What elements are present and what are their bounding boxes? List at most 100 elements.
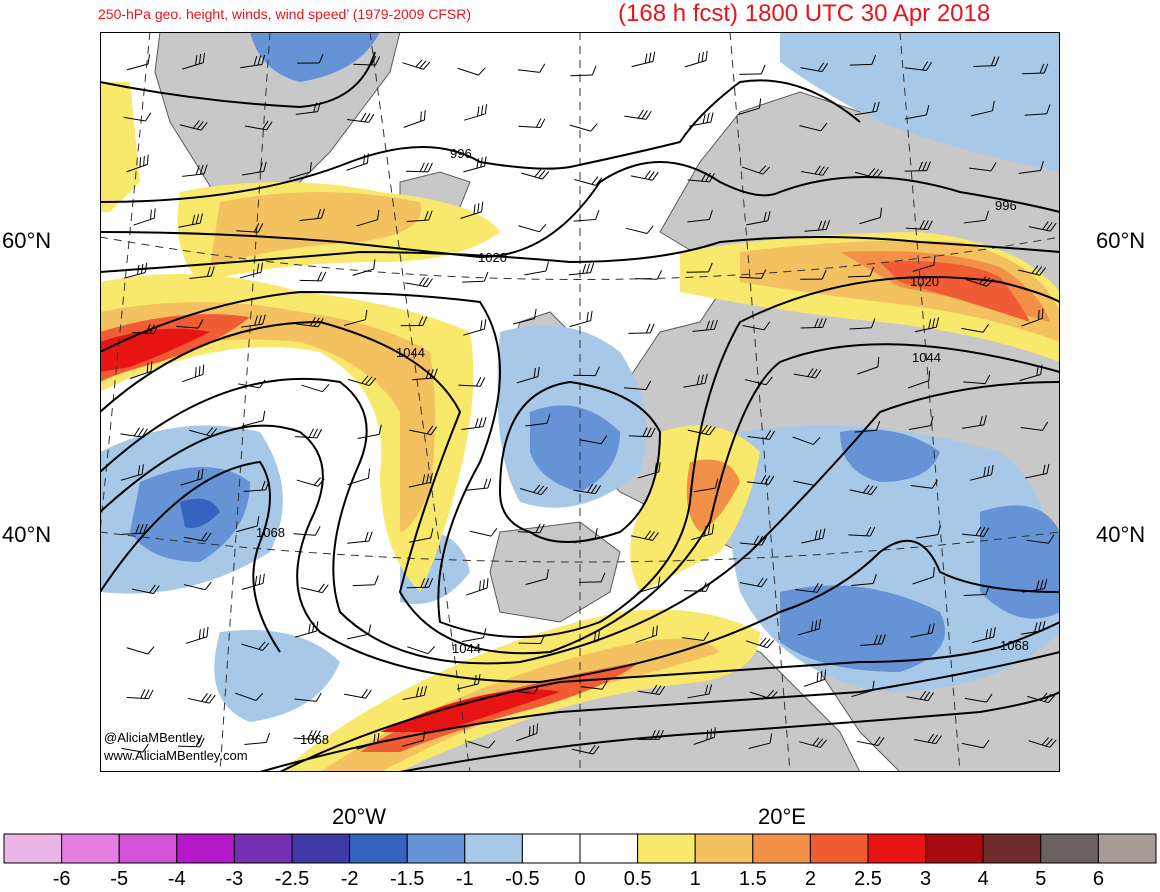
wind-barb (346, 153, 369, 171)
wind-barb (288, 162, 312, 179)
wind-barb (905, 220, 933, 230)
wind-barb (409, 528, 434, 543)
wind-barb (686, 262, 713, 273)
wind-barb (518, 118, 546, 129)
wind-barb (691, 523, 715, 541)
wind-barb (296, 317, 324, 328)
wind-barb (460, 201, 484, 219)
wind-barb (851, 680, 875, 698)
wind-barb (183, 581, 212, 591)
colorbar-swatch (637, 833, 696, 864)
wind-barb (1021, 308, 1044, 327)
wind-barb (515, 723, 539, 742)
wind-barb (512, 685, 540, 695)
colorbar-swatch (61, 833, 120, 864)
wind-barb (962, 415, 987, 429)
wind-barb (637, 462, 661, 479)
colorbar-tick-label: 1.5 (738, 868, 767, 890)
wind-barb (856, 356, 880, 375)
wind-barb (738, 98, 762, 116)
contour-label-1020-a: 1020 (478, 250, 507, 265)
wind-barb (408, 472, 433, 488)
wind-barb (1018, 265, 1047, 276)
wind-barb (299, 271, 327, 282)
wind-barb (516, 366, 540, 384)
colorbar-swatch (1097, 833, 1157, 864)
wind-barbs (120, 50, 1057, 755)
wind-barb (180, 468, 204, 486)
wind-barb (402, 59, 431, 70)
wind-barb (739, 577, 768, 588)
wind-barb (906, 690, 934, 702)
colorbar-swatch (176, 833, 235, 864)
wind-barb (301, 383, 330, 393)
wind-barb (463, 319, 487, 336)
contour-label-1044-a: 1044 (396, 345, 425, 360)
wind-barb (463, 156, 487, 173)
wind-barb (739, 64, 766, 75)
wind-barb (131, 584, 160, 595)
wind-barb (518, 223, 547, 233)
wind-barb (466, 578, 489, 596)
wind-barb (1020, 421, 1049, 431)
wind-barb (347, 468, 371, 486)
wind-barb (129, 361, 153, 379)
wind-barb (461, 417, 487, 430)
wind-barb (524, 261, 549, 276)
colorbar-swatch (291, 833, 351, 864)
colorbar-tick-label: -1 (455, 868, 474, 890)
wind-barb (849, 484, 878, 496)
wind-barb (683, 373, 708, 388)
colorbar-swatch (349, 833, 408, 864)
colorbar-tick-label: 3 (920, 868, 932, 890)
wind-barb (799, 737, 828, 748)
wind-barb (964, 693, 993, 703)
wind-barb (568, 263, 595, 276)
wind-barb (1028, 737, 1057, 748)
colorbar-swatch (752, 833, 811, 864)
wind-barb (348, 375, 377, 387)
wind-barb (241, 161, 267, 176)
wind-barb (458, 377, 486, 387)
lat-label-40n-right: 40°N (1096, 522, 1146, 547)
meridian-20e (729, 32, 791, 772)
wind-barb (521, 169, 550, 180)
colorbar-swatch (982, 833, 1042, 864)
colorbar-tick-label: 1 (689, 868, 701, 890)
wind-barb (687, 172, 715, 183)
wind-barb (907, 370, 931, 389)
wind-barb (797, 619, 822, 636)
wind-barb (1020, 620, 1046, 635)
wind-barb (467, 740, 496, 749)
wind-barb (121, 523, 148, 535)
wind-barb (241, 410, 266, 427)
wind-barb (343, 689, 372, 699)
wind-barb (573, 528, 598, 544)
wind-barb (403, 110, 426, 128)
wind-barb (519, 484, 548, 496)
wind-barb (344, 309, 368, 326)
colorbar-tick-label: 4 (977, 868, 989, 890)
wind-barb (189, 427, 218, 437)
wind-barb (961, 526, 990, 537)
wind-barb (793, 368, 822, 379)
wind-barb (574, 176, 603, 186)
height-contours (100, 51, 1060, 772)
wind-barb (295, 428, 322, 439)
wind-barb (123, 112, 152, 122)
wind-barb (570, 65, 597, 77)
wind-barb (244, 120, 273, 131)
wind-barb (400, 316, 428, 327)
wind-barb (573, 209, 600, 222)
wind-barb (300, 583, 329, 594)
wind-barb (801, 165, 829, 176)
wind-barb (746, 637, 775, 649)
wind-anomaly-shading (100, 32, 1060, 772)
wind-barb (469, 527, 498, 537)
wind-barb (347, 531, 373, 544)
lat-label-60n-left: 60°N (2, 228, 52, 253)
wind-barb (525, 413, 551, 427)
colorbar-tick-label: -2 (340, 868, 359, 890)
colorbar-tick-label: -5 (110, 868, 129, 890)
wind-barb (461, 628, 487, 643)
